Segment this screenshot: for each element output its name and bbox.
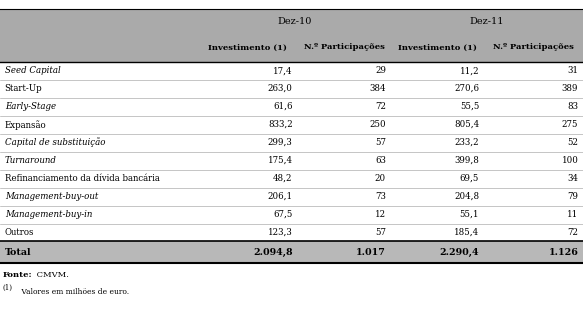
Text: 805,4: 805,4 (454, 120, 479, 129)
Text: 833,2: 833,2 (268, 120, 293, 129)
Text: Total: Total (5, 247, 31, 257)
Text: 11,2: 11,2 (459, 66, 479, 75)
Text: 100: 100 (561, 156, 578, 165)
Text: 34: 34 (567, 174, 578, 183)
Text: Capital de substituição: Capital de substituição (5, 138, 105, 148)
Bar (0, 241, 583, 263)
Text: 275: 275 (562, 120, 578, 129)
Text: 69,5: 69,5 (460, 174, 479, 183)
Text: 389: 389 (562, 84, 578, 93)
Text: Refinanciamento da dívida bancária: Refinanciamento da dívida bancária (5, 174, 160, 183)
Text: 61,6: 61,6 (273, 102, 293, 111)
Text: 55,5: 55,5 (460, 102, 479, 111)
Text: 2.094,8: 2.094,8 (253, 247, 293, 257)
Text: 11: 11 (567, 210, 578, 219)
Text: Investimento (1): Investimento (1) (398, 43, 477, 51)
Text: Investimento (1): Investimento (1) (208, 43, 287, 51)
Text: 31: 31 (567, 66, 578, 75)
Text: 20: 20 (375, 174, 386, 183)
Text: Expansão: Expansão (5, 120, 46, 130)
Text: Outros: Outros (5, 228, 34, 237)
Text: 263,0: 263,0 (268, 84, 293, 93)
Text: 72: 72 (375, 102, 386, 111)
Text: Early-Stage: Early-Stage (5, 102, 56, 111)
Text: 55,1: 55,1 (460, 210, 479, 219)
Text: 233,2: 233,2 (455, 138, 479, 147)
Text: 1.017: 1.017 (356, 247, 386, 257)
Text: 399,8: 399,8 (454, 156, 479, 165)
Text: 206,1: 206,1 (268, 192, 293, 201)
Text: 185,4: 185,4 (454, 228, 479, 237)
Text: N.º Participações: N.º Participações (304, 43, 384, 51)
Text: Management-buy-out: Management-buy-out (5, 192, 98, 201)
Text: 29: 29 (375, 66, 386, 75)
Text: 48,2: 48,2 (273, 174, 293, 183)
Text: 57: 57 (375, 138, 386, 147)
Text: 52: 52 (567, 138, 578, 147)
Text: 79: 79 (567, 192, 578, 201)
Text: 204,8: 204,8 (454, 192, 479, 201)
Text: 17,4: 17,4 (273, 66, 293, 75)
Text: 250: 250 (369, 120, 386, 129)
Text: 175,4: 175,4 (268, 156, 293, 165)
Text: (1): (1) (3, 283, 13, 291)
Text: 384: 384 (370, 84, 386, 93)
Text: 2.290,4: 2.290,4 (440, 247, 479, 257)
Bar (0, 9, 583, 62)
Text: N.º Participações: N.º Participações (493, 43, 574, 51)
Text: 83: 83 (567, 102, 578, 111)
Text: 57: 57 (375, 228, 386, 237)
Text: 67,5: 67,5 (273, 210, 293, 219)
Text: 63: 63 (375, 156, 386, 165)
Text: 299,3: 299,3 (268, 138, 293, 147)
Text: Dez-11: Dez-11 (469, 17, 504, 26)
Text: Seed Capital: Seed Capital (5, 66, 61, 75)
Text: 12: 12 (375, 210, 386, 219)
Text: Management-buy-in: Management-buy-in (5, 210, 92, 219)
Text: Dez-10: Dez-10 (278, 17, 311, 26)
Text: CMVM.: CMVM. (34, 271, 69, 279)
Text: Turnaround: Turnaround (5, 156, 57, 165)
Text: 1.126: 1.126 (549, 247, 578, 257)
Text: 270,6: 270,6 (454, 84, 479, 93)
Text: Valores em milhões de euro.: Valores em milhões de euro. (19, 288, 129, 296)
Text: 72: 72 (567, 228, 578, 237)
Text: Start-Up: Start-Up (5, 84, 43, 93)
Text: 73: 73 (375, 192, 386, 201)
Text: 123,3: 123,3 (268, 228, 293, 237)
Text: Fonte:: Fonte: (3, 271, 33, 279)
